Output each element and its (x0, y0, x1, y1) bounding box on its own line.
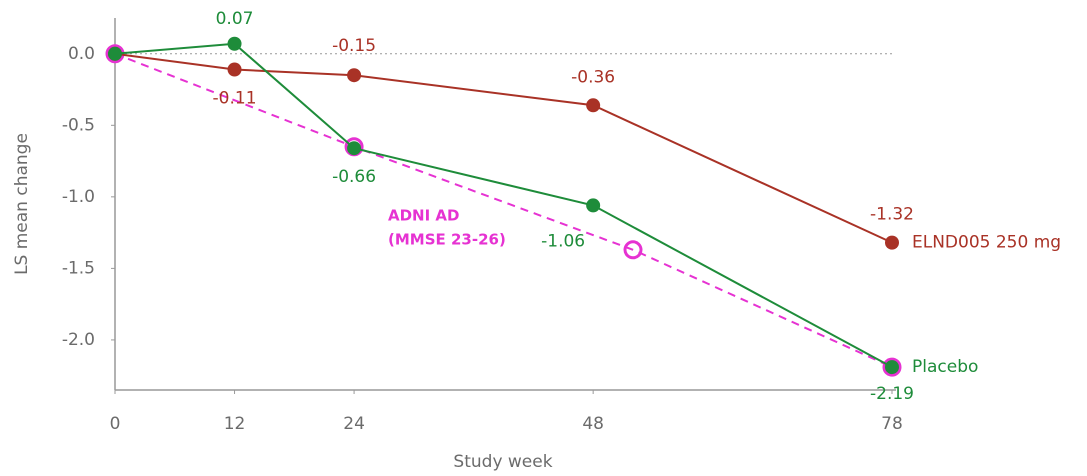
data-point (108, 46, 122, 61)
y-tick-label: 0.0 (68, 44, 95, 64)
x-axis-title: Study week (453, 452, 552, 472)
x-tick-label: 24 (343, 414, 365, 434)
data-label: -0.66 (332, 167, 376, 187)
y-tick-label: -0.5 (62, 115, 95, 135)
series-line (114, 52, 893, 369)
data-point (227, 62, 242, 77)
series-label: ELND005 250 mg (912, 233, 1061, 253)
x-tick-label: 12 (224, 414, 246, 434)
data-label: -1.32 (870, 205, 914, 225)
y-tick-label: -2.0 (62, 330, 95, 350)
data-point (347, 141, 362, 156)
data-point (227, 36, 242, 51)
annotation: ADNI AD (388, 207, 459, 225)
y-tick-label: -1.5 (62, 258, 95, 278)
x-tick-label: 48 (582, 414, 604, 434)
data-label: -0.36 (571, 67, 615, 87)
y-axis-title: LS mean change (12, 133, 32, 275)
data-point (885, 235, 899, 250)
data-point (623, 240, 643, 260)
data-label: -1.06 (541, 231, 585, 251)
data-label: -0.11 (213, 89, 257, 109)
x-tick-label: 0 (110, 414, 121, 434)
x-tick-label: 78 (881, 414, 903, 434)
data-point (586, 98, 601, 113)
data-point (347, 68, 362, 83)
data-point (885, 360, 899, 375)
data-label: 0.07 (216, 9, 254, 29)
data-label: -0.15 (332, 36, 376, 56)
series-label: Placebo (912, 357, 978, 377)
data-point (882, 357, 902, 377)
y-tick-label: -1.0 (62, 187, 95, 207)
data-point (586, 198, 601, 213)
data-label: -2.19 (870, 384, 914, 404)
annotation: (MMSE 23-26) (388, 231, 506, 249)
series-line (114, 52, 893, 244)
